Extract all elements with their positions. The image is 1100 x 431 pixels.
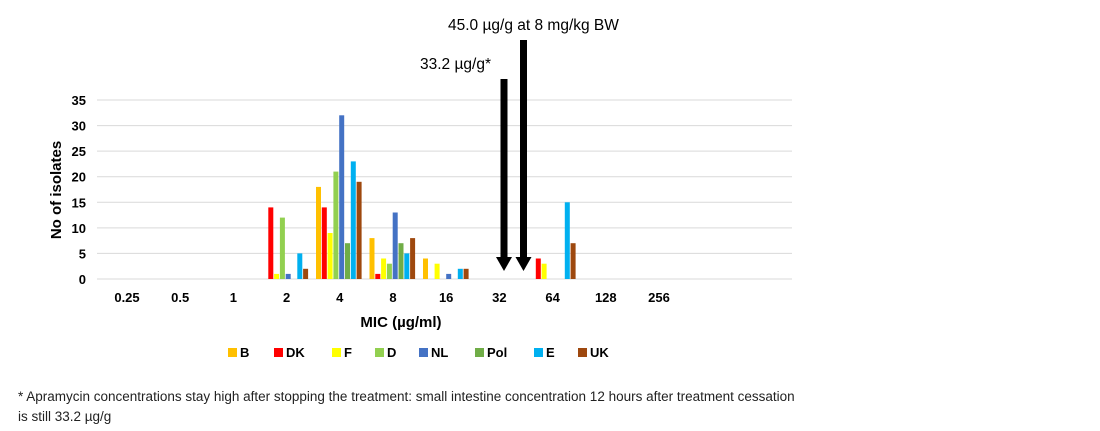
bar-b-8 [369,238,375,279]
y-tick-label: 15 [72,195,86,210]
legend-label: NL [431,344,449,360]
y-tick-label: 30 [72,119,86,134]
y-tick-label: 5 [79,246,86,261]
legend-label: UK [590,344,609,360]
legend-swatch [274,347,283,357]
bar-nl-16 [446,273,452,279]
gridlines [97,99,792,280]
x-tick-label: 256 [648,290,670,305]
x-tick-label: 1 [230,290,237,305]
bar-d-8 [386,263,392,279]
y-tick-label: 0 [79,272,86,287]
legend-swatch [419,347,428,357]
y-tick-label: 10 [72,221,86,236]
bar-nl-4 [339,115,345,279]
bar-f-2 [274,273,280,279]
x-tick-label: 2 [283,290,290,305]
bar-dk-4 [321,207,327,279]
bar-uk-2 [303,268,309,279]
y-axis-ticks: 0 5 10 15 20 25 30 35 [72,93,86,287]
y-axis-title: No of isolates [48,141,65,239]
x-tick-label: 32 [492,290,506,305]
annotation-label-33: 33.2 µg/g* [420,56,491,73]
x-tick-label: 16 [439,290,453,305]
bar-f-4 [327,233,333,279]
x-axis-title: MIC (µg/ml) [360,314,441,331]
x-tick-label: 0.25 [114,290,139,305]
legend-item-uk: UK [578,344,618,360]
legend-label: DK [286,344,305,360]
legend-swatch [534,347,543,357]
x-tick-label: 0.5 [171,290,189,305]
legend-item-f: F [332,344,375,360]
bar-e-2 [297,253,303,279]
x-tick-label: 128 [595,290,617,305]
arrow-down-icon-45 [515,40,532,271]
y-tick-label: 20 [72,170,86,185]
legend-item-dk: DK [274,344,332,360]
chart: 0 5 10 15 20 25 30 35 0.25 0.5 1 2 4 8 16 32 64 128 256 N… [48,17,792,331]
bar-dk-64 [535,258,541,279]
bar-pol-4 [345,243,350,279]
y-tick-label: 35 [72,93,86,108]
bar-b-16 [423,258,428,279]
legend-label: F [344,344,352,360]
legend-swatch [578,347,587,357]
legend: B DK F D NL Pol E UK [228,344,618,360]
legend-swatch [375,347,384,357]
x-tick-label: 64 [545,290,560,305]
bar-uk-16 [463,268,469,279]
legend-label: E [546,344,555,360]
legend-item-d: D [375,344,419,360]
legend-label: B [240,344,250,360]
bar-f-8 [381,258,387,279]
legend-swatch [228,347,237,357]
bars [268,115,576,279]
bar-dk-8 [375,273,381,279]
bar-pol-8 [398,243,404,279]
bar-e-64 [564,202,570,279]
annotation-arrows [496,40,532,271]
legend-label: Pol [487,344,508,360]
annotation-label-45: 45.0 µg/g at 8 mg/kg BW [448,17,619,34]
legend-item-e: E [534,344,578,360]
bar-dk-2 [268,207,274,279]
legend-label: D [387,344,397,360]
footnote: * Apramycin concentrations stay high aft… [18,389,795,424]
bar-nl-2 [285,273,291,279]
legend-item-b: B [228,344,274,360]
bar-e-4 [350,161,356,279]
x-axis-ticks: 0.25 0.5 1 2 4 8 16 32 64 128 256 [114,290,670,305]
bar-uk-64 [570,243,576,279]
bar-uk-8 [410,238,416,279]
bar-f-64 [541,263,547,279]
y-tick-label: 25 [72,144,86,159]
bar-nl-8 [392,212,398,279]
legend-swatch [332,347,341,357]
bar-f-16 [434,263,440,279]
bar-d-4 [333,171,339,279]
bar-uk-4 [356,181,362,279]
bar-b-4 [316,186,321,279]
legend-item-pol: Pol [475,344,534,360]
x-tick-label: 8 [389,290,396,305]
bar-e-8 [404,253,410,279]
arrow-down-icon-33 [496,79,512,271]
bar-d-2 [279,217,285,279]
legend-item-nl: NL [419,344,475,360]
x-tick-label: 4 [336,290,344,305]
bar-e-16 [457,268,463,279]
legend-swatch [475,347,484,357]
